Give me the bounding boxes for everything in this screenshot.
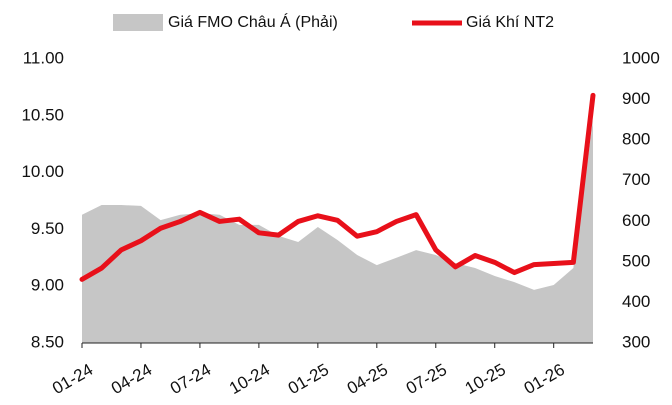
legend-swatch bbox=[113, 14, 163, 31]
y2-tick-label: 1000 bbox=[622, 48, 660, 67]
x-tick-label: 07-24 bbox=[167, 360, 214, 398]
y2-tick-label: 400 bbox=[622, 292, 650, 311]
x-tick-label: 10-25 bbox=[462, 360, 509, 398]
legend-label: Giá Khí NT2 bbox=[466, 14, 554, 31]
line bbox=[79, 92, 596, 282]
area bbox=[82, 119, 593, 343]
legend-label: Giá FMO Châu Á (Phải) bbox=[168, 12, 338, 31]
y2-tick-label: 800 bbox=[622, 130, 650, 149]
y-tick-label: 10.50 bbox=[21, 105, 64, 124]
x-tick-label: 07-25 bbox=[403, 360, 450, 398]
y-tick-label: 9.00 bbox=[31, 276, 64, 295]
y-tick-label: 9.50 bbox=[31, 219, 64, 238]
x-tick-label: 04-25 bbox=[344, 360, 391, 398]
y-tick-label: 11.00 bbox=[23, 48, 64, 67]
y-tick-label: 8.50 bbox=[31, 332, 64, 351]
x-tick-label: 10-24 bbox=[226, 360, 273, 398]
y2-tick-label: 300 bbox=[622, 332, 650, 351]
y2-tick-label: 900 bbox=[622, 89, 650, 108]
legend: Giá FMO Châu Á (Phải) Giá Khí NT2 bbox=[113, 12, 554, 31]
x-tick-label: 01-25 bbox=[285, 360, 332, 398]
y2-tick-label: 500 bbox=[622, 251, 650, 270]
x-tick-label: 01-26 bbox=[521, 360, 568, 398]
y2-tick-label: 700 bbox=[622, 170, 650, 189]
y-tick-label: 10.00 bbox=[21, 162, 64, 181]
x-tick-label: 04-24 bbox=[108, 360, 155, 398]
y2-tick-label: 600 bbox=[622, 211, 650, 230]
x-tick-label: 01-24 bbox=[49, 360, 96, 398]
